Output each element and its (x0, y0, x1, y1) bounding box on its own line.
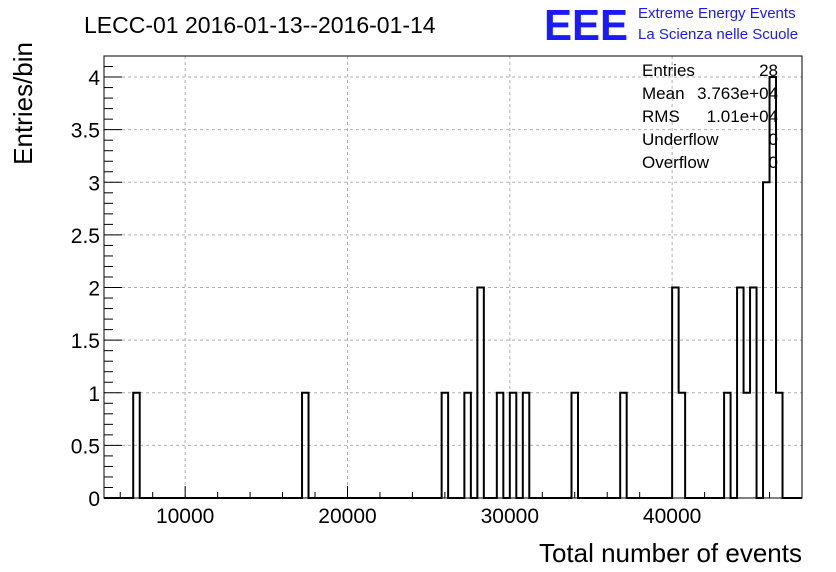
y-tick-label: 3 (88, 172, 100, 195)
stats-value-entries: 28 (759, 61, 778, 80)
y-tick-label: 0 (88, 488, 100, 511)
ticks-layer: 10000 20000 30000 40000 0 0.5 1 1.5 2 2.5 3 3.5 4 (71, 66, 803, 528)
stats-value-overflow: 0 (769, 153, 778, 172)
stats-label-rms: RMS (642, 107, 680, 126)
stats-label-overflow: Overflow (642, 153, 710, 172)
y-tick-label: 0.5 (71, 435, 100, 458)
logo-line2: La Scienza nelle Scuole (638, 26, 798, 43)
x-axis-label: Total number of events (539, 538, 802, 568)
eee-logo: EEE Extreme Energy Events La Scienza nel… (544, 1, 798, 50)
chart-title: LECC-01 2016-01-13--2016-01-14 (84, 12, 436, 38)
x-tick-label: 10000 (156, 505, 214, 528)
y-tick-label: 1.5 (71, 330, 100, 353)
histogram-outline (104, 76, 802, 499)
stats-box: Entries 28 Mean 3.763e+04 RMS 1.01e+04 U… (642, 61, 778, 172)
grid-layer (104, 56, 802, 498)
stats-value-underflow: 0 (769, 130, 778, 149)
logo-mark: EEE (544, 1, 628, 50)
plot-frame (103, 55, 803, 499)
x-tick-label: 30000 (481, 505, 539, 528)
stats-value-rms: 1.01e+04 (707, 107, 778, 126)
x-tick-label: 20000 (318, 505, 376, 528)
y-tick-label: 1 (88, 383, 100, 406)
y-tick-label: 2.5 (71, 225, 100, 248)
stats-value-mean: 3.763e+04 (697, 84, 778, 103)
stats-label-underflow: Underflow (642, 130, 719, 149)
stats-label-mean: Mean (642, 84, 685, 103)
y-tick-label: 2 (88, 278, 100, 301)
y-axis-label: Entries/bin (8, 42, 38, 165)
x-tick-label: 40000 (643, 505, 701, 528)
logo-line1: Extreme Energy Events (638, 5, 796, 22)
y-tick-label: 4 (88, 67, 100, 90)
y-tick-label: 3.5 (71, 120, 100, 143)
stats-label-entries: Entries (642, 61, 695, 80)
